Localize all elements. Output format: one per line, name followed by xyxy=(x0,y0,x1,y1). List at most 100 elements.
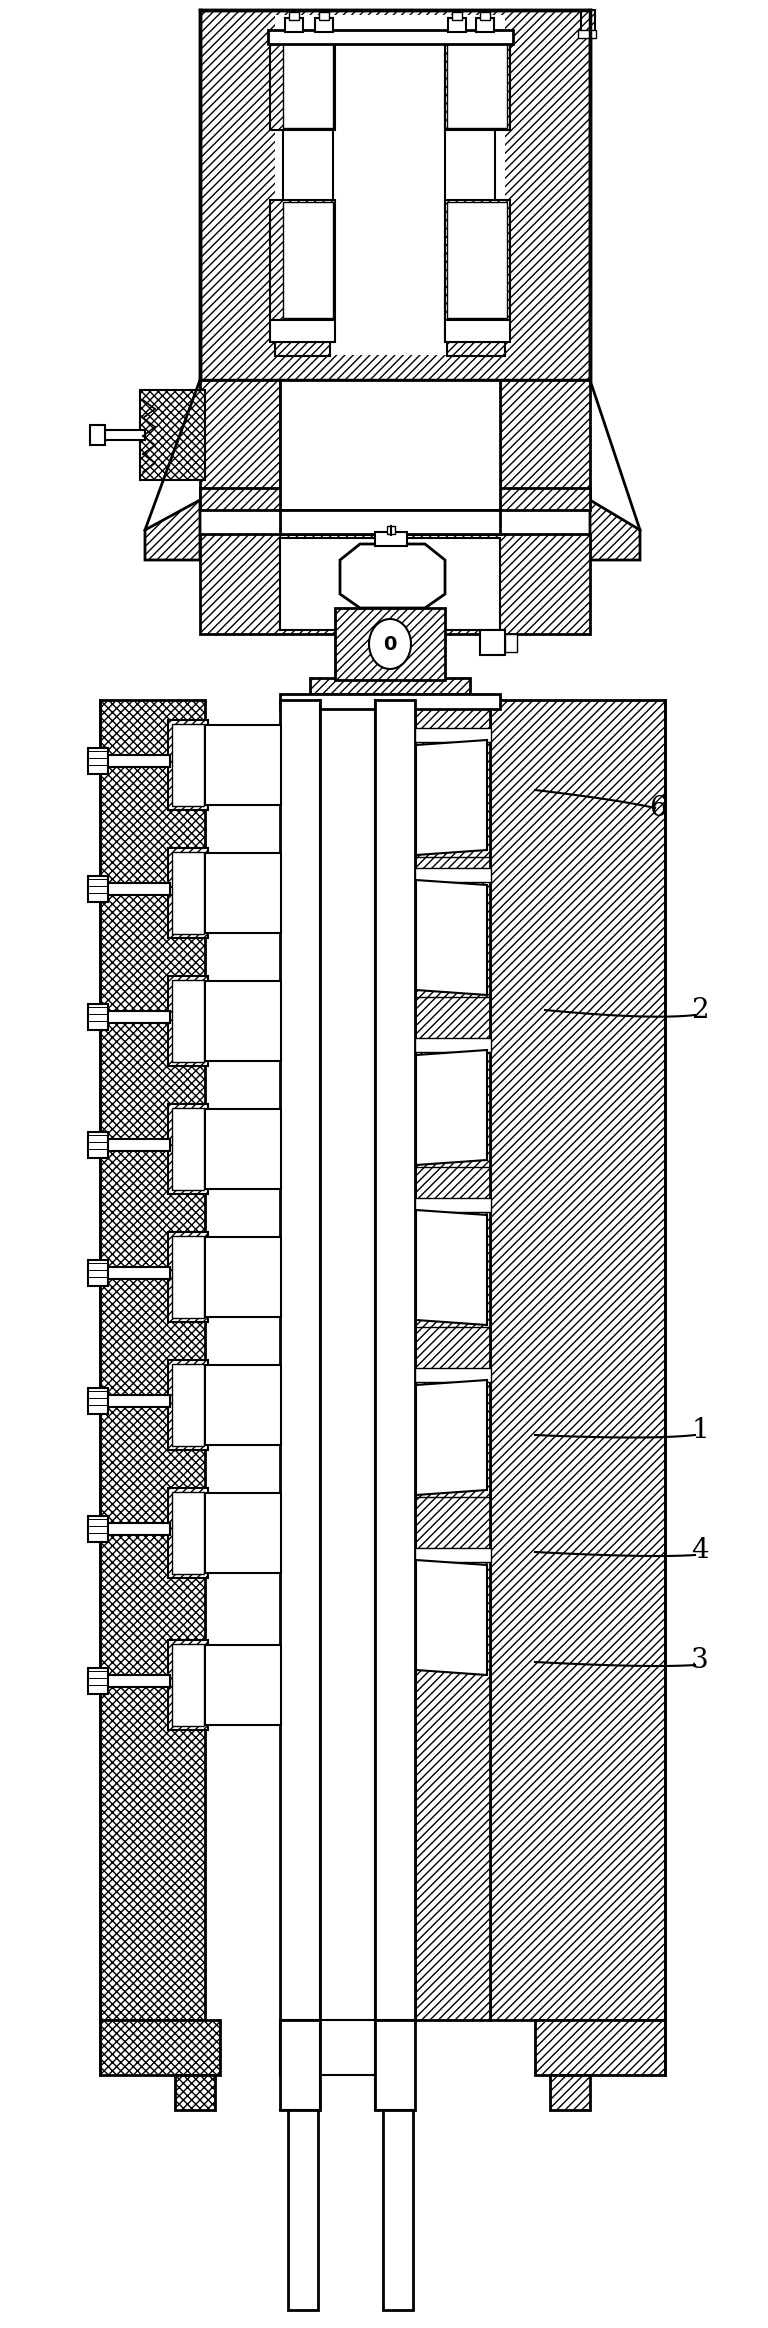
Bar xyxy=(172,1492,204,1574)
Bar xyxy=(205,852,281,934)
Bar xyxy=(445,61,495,340)
Bar xyxy=(88,1387,108,1413)
Bar xyxy=(100,431,145,440)
Bar xyxy=(205,980,281,1062)
Bar xyxy=(88,1259,108,1285)
Bar xyxy=(480,12,490,21)
Bar xyxy=(387,526,395,533)
Polygon shape xyxy=(590,501,640,561)
Bar xyxy=(168,847,208,938)
Bar xyxy=(320,701,375,2021)
Bar xyxy=(172,1364,204,1446)
Polygon shape xyxy=(200,9,590,379)
Bar xyxy=(415,1369,491,1383)
Bar xyxy=(100,2021,220,2074)
Bar xyxy=(88,1003,108,1029)
Text: 6: 6 xyxy=(649,794,667,822)
Bar xyxy=(90,426,105,445)
Polygon shape xyxy=(445,200,510,319)
Bar xyxy=(550,2074,590,2109)
Bar xyxy=(415,729,491,743)
Bar xyxy=(205,1646,281,1725)
Bar xyxy=(275,342,330,356)
Bar xyxy=(415,1038,491,1052)
Bar xyxy=(168,1488,208,1578)
Bar xyxy=(88,747,108,773)
Bar xyxy=(415,701,490,2021)
Bar xyxy=(270,319,335,342)
Bar xyxy=(200,489,590,510)
Text: 0: 0 xyxy=(383,636,397,654)
Bar xyxy=(319,12,329,21)
Polygon shape xyxy=(416,740,487,854)
Bar xyxy=(383,2109,413,2309)
Bar xyxy=(285,19,303,33)
Bar xyxy=(447,203,507,319)
Bar xyxy=(375,533,407,547)
Bar xyxy=(415,1199,491,1213)
Polygon shape xyxy=(270,200,335,319)
Bar xyxy=(490,701,665,2021)
Bar xyxy=(100,1266,170,1278)
Bar xyxy=(415,1548,491,1562)
Bar xyxy=(283,61,333,340)
Polygon shape xyxy=(416,880,487,994)
Bar xyxy=(172,724,204,805)
Bar xyxy=(88,1667,108,1695)
Bar xyxy=(88,875,108,901)
Bar xyxy=(581,9,595,37)
Bar xyxy=(335,608,445,680)
Polygon shape xyxy=(416,1560,487,1676)
Polygon shape xyxy=(445,40,510,130)
Bar xyxy=(100,882,170,894)
Bar xyxy=(100,1676,170,1688)
Bar xyxy=(283,42,333,128)
Bar xyxy=(172,852,204,934)
Polygon shape xyxy=(270,40,335,130)
Bar xyxy=(168,1360,208,1450)
Polygon shape xyxy=(200,379,280,501)
Polygon shape xyxy=(145,501,200,561)
Bar xyxy=(280,2021,415,2074)
Bar xyxy=(280,701,320,2021)
Bar xyxy=(168,1639,208,1730)
Polygon shape xyxy=(140,391,205,480)
Text: 1: 1 xyxy=(691,1415,709,1443)
Bar xyxy=(100,1010,170,1022)
Bar xyxy=(205,1108,281,1190)
Bar xyxy=(315,19,333,33)
Bar xyxy=(535,2021,665,2074)
Bar xyxy=(280,538,500,631)
Bar xyxy=(205,1364,281,1446)
Bar xyxy=(88,1516,108,1541)
Bar xyxy=(100,1394,170,1406)
Bar xyxy=(268,30,513,44)
Bar xyxy=(447,42,507,128)
Bar xyxy=(280,2021,320,2109)
Bar xyxy=(172,980,204,1062)
Text: 4: 4 xyxy=(691,1536,709,1564)
Bar xyxy=(100,701,205,2021)
Bar xyxy=(168,719,208,810)
Bar xyxy=(445,319,510,342)
Bar xyxy=(375,2021,415,2109)
Bar xyxy=(100,754,170,766)
Bar xyxy=(280,694,500,710)
Bar xyxy=(476,19,494,33)
Bar xyxy=(310,677,470,694)
Polygon shape xyxy=(500,379,590,501)
Bar xyxy=(205,1236,281,1318)
Bar xyxy=(205,724,281,805)
Bar xyxy=(288,2109,318,2309)
Bar xyxy=(452,12,462,21)
Bar xyxy=(280,510,500,533)
Bar xyxy=(172,1236,204,1318)
Text: 3: 3 xyxy=(691,1646,709,1674)
Bar xyxy=(200,533,590,633)
Text: 2: 2 xyxy=(691,996,709,1024)
Ellipse shape xyxy=(369,619,411,668)
Bar xyxy=(275,14,505,354)
Bar xyxy=(447,342,505,356)
Bar xyxy=(205,1492,281,1574)
Bar xyxy=(88,1131,108,1157)
